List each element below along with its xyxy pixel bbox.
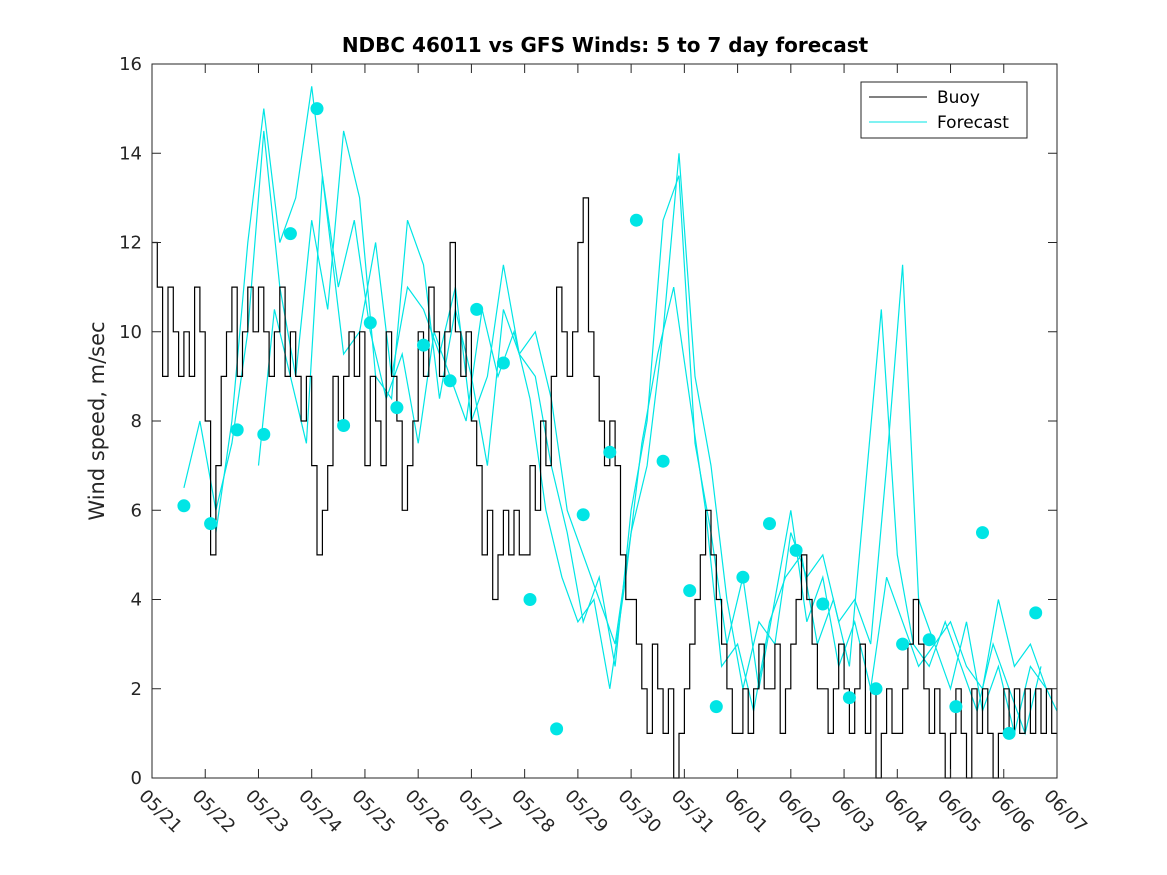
y-axis-label: Wind speed, m/sec [85,321,109,520]
forecast-marker [976,526,989,540]
forecast-marker [922,633,936,647]
y-tick-label: 14 [119,143,142,164]
y-tick-label: 8 [131,411,142,432]
forecast-marker [363,316,377,330]
forecast-marker [709,700,723,714]
forecast-marker [204,517,218,531]
forecast-marker [390,401,404,415]
forecast-marker [603,445,617,459]
forecast-marker [842,691,856,705]
y-tick-label: 2 [131,679,142,700]
forecast-series-line-3 [257,175,1042,736]
forecast-marker [550,722,564,736]
forecast-marker [257,427,271,441]
forecast-marker [1002,726,1016,740]
forecast-marker [629,213,643,227]
forecast-marker [230,423,244,437]
forecast-marker [310,102,324,116]
forecast-marker [283,227,297,241]
forecast-marker [736,570,750,584]
forecast-marker [1029,606,1043,620]
forecast-marker [417,338,430,352]
buoy-series-line [152,197,1057,779]
y-tick-label: 12 [119,233,142,254]
forecast-marker [656,454,670,468]
forecast-marker [443,374,457,388]
forecast-marker [496,356,510,370]
y-tick-label: 10 [119,322,142,343]
forecast-marker [949,700,963,714]
forecast-marker [869,682,883,696]
legend-forecast-label: Forecast [937,113,1009,133]
legend: Buoy Forecast [860,81,1028,139]
forecast-marker [896,637,910,651]
y-tick-label: 6 [131,500,142,521]
forecast-marker [523,593,537,606]
forecast-marker [576,508,590,522]
forecast-marker [816,597,830,611]
legend-buoy-label: Buoy [937,88,980,108]
plot-series [152,86,1058,779]
forecast-marker [789,543,803,557]
forecast-marker [337,419,351,432]
legend-box [860,81,1028,139]
chart-title: NDBC 46011 vs GFS Winds: 5 to 7 day fore… [342,33,869,57]
y-tick-label: 16 [119,54,142,75]
forecast-marker [683,584,697,598]
forecast-marker [470,302,484,316]
y-tick-label: 0 [131,768,142,789]
y-tick-label: 4 [131,590,142,611]
forecast-marker [177,499,191,513]
forecast-marker [763,517,776,531]
